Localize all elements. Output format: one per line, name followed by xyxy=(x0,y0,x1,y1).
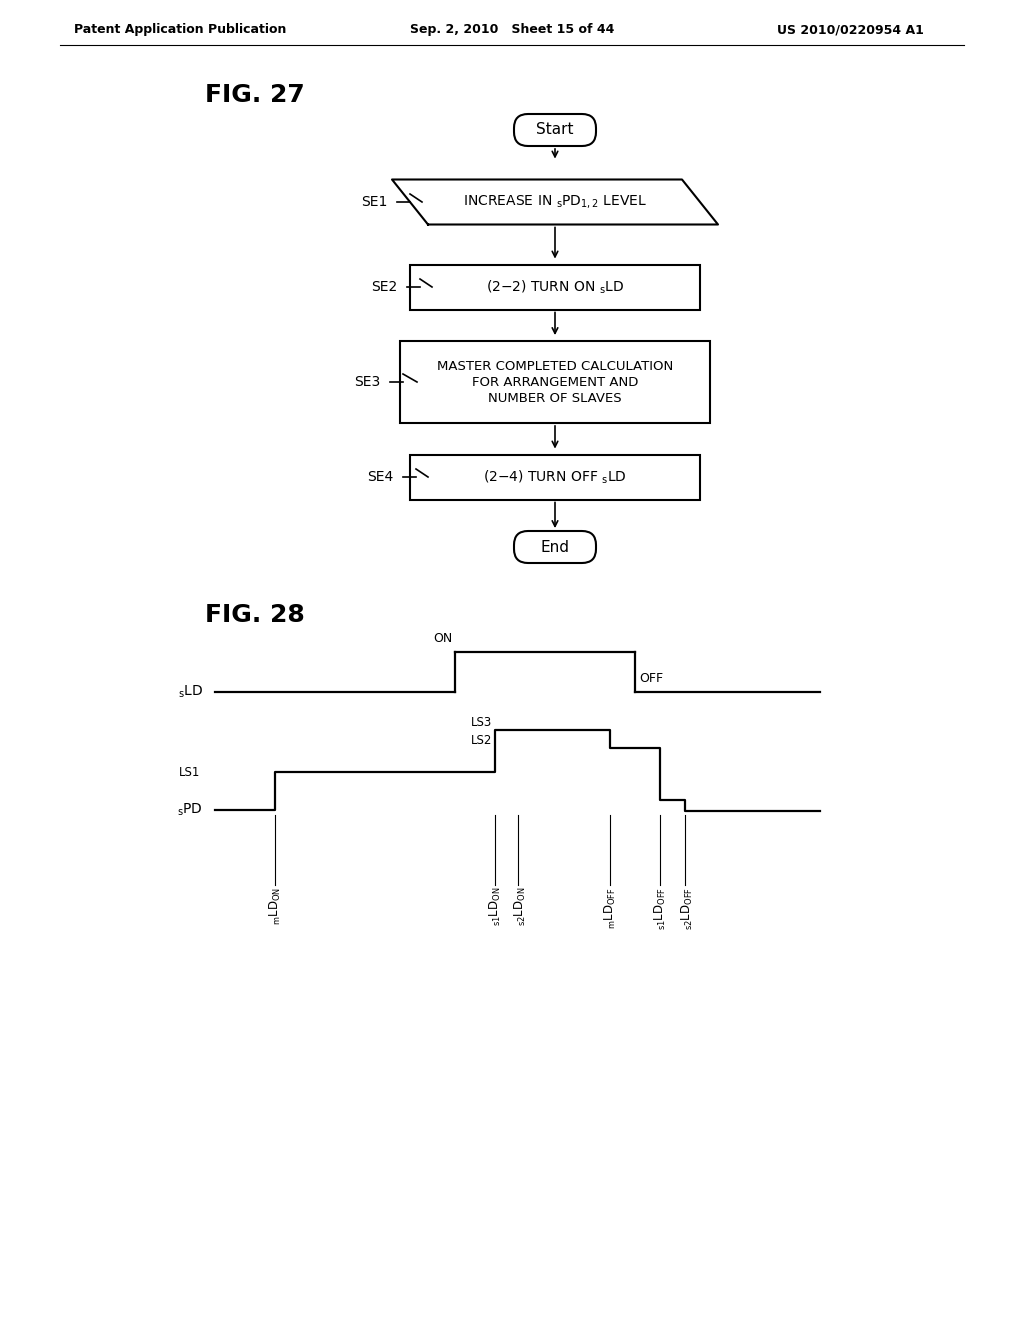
FancyBboxPatch shape xyxy=(514,531,596,564)
Text: End: End xyxy=(541,540,569,554)
Text: OFF: OFF xyxy=(639,672,664,685)
Text: LS2: LS2 xyxy=(471,734,492,747)
Text: FIG. 28: FIG. 28 xyxy=(205,603,305,627)
Text: (2$-$4) TURN OFF $_{\mathsf{s}}$LD: (2$-$4) TURN OFF $_{\mathsf{s}}$LD xyxy=(483,469,627,486)
Text: $_{\mathsf{m}}$LD$_{\mathsf{ON}}$: $_{\mathsf{m}}$LD$_{\mathsf{ON}}$ xyxy=(267,887,283,925)
Text: $_{\mathsf{s1}}$LD$_{\mathsf{OFF}}$: $_{\mathsf{s1}}$LD$_{\mathsf{OFF}}$ xyxy=(652,887,668,931)
Text: SE3: SE3 xyxy=(353,375,380,389)
Text: FIG. 27: FIG. 27 xyxy=(205,83,305,107)
FancyBboxPatch shape xyxy=(410,264,700,309)
Text: ON: ON xyxy=(433,632,452,645)
Text: (2$-$2) TURN ON $_{\mathsf{s}}$LD: (2$-$2) TURN ON $_{\mathsf{s}}$LD xyxy=(485,279,624,296)
Text: $_{\mathsf{s1}}$LD$_{\mathsf{ON}}$: $_{\mathsf{s1}}$LD$_{\mathsf{ON}}$ xyxy=(487,887,503,927)
Text: LS1: LS1 xyxy=(178,766,200,779)
Text: US 2010/0220954 A1: US 2010/0220954 A1 xyxy=(776,24,924,37)
Text: SE1: SE1 xyxy=(360,195,387,209)
Text: $_{\mathsf{s2}}$LD$_{\mathsf{ON}}$: $_{\mathsf{s2}}$LD$_{\mathsf{ON}}$ xyxy=(512,887,527,927)
Text: LS3: LS3 xyxy=(471,715,492,729)
Text: $_{\mathsf{s}}$LD: $_{\mathsf{s}}$LD xyxy=(178,684,203,700)
FancyBboxPatch shape xyxy=(514,114,596,147)
Text: MASTER COMPLETED CALCULATION: MASTER COMPLETED CALCULATION xyxy=(437,359,673,372)
FancyBboxPatch shape xyxy=(400,341,710,422)
Text: $_{\mathsf{m}}$LD$_{\mathsf{OFF}}$: $_{\mathsf{m}}$LD$_{\mathsf{OFF}}$ xyxy=(602,887,617,928)
Text: NUMBER OF SLAVES: NUMBER OF SLAVES xyxy=(488,392,622,404)
Text: FOR ARRANGEMENT AND: FOR ARRANGEMENT AND xyxy=(472,375,638,388)
Text: Patent Application Publication: Patent Application Publication xyxy=(74,24,286,37)
FancyBboxPatch shape xyxy=(410,454,700,499)
Text: INCREASE IN $_{\mathsf{s}}$PD$_{\mathsf{1,2}}$ LEVEL: INCREASE IN $_{\mathsf{s}}$PD$_{\mathsf{… xyxy=(463,194,647,210)
Text: SE2: SE2 xyxy=(371,280,397,294)
Text: Start: Start xyxy=(537,123,573,137)
Text: $_{\mathsf{s2}}$LD$_{\mathsf{OFF}}$: $_{\mathsf{s2}}$LD$_{\mathsf{OFF}}$ xyxy=(680,887,694,931)
Text: Sep. 2, 2010   Sheet 15 of 44: Sep. 2, 2010 Sheet 15 of 44 xyxy=(410,24,614,37)
Text: SE4: SE4 xyxy=(367,470,393,484)
Text: $_{\mathsf{s}}$PD: $_{\mathsf{s}}$PD xyxy=(177,801,203,818)
